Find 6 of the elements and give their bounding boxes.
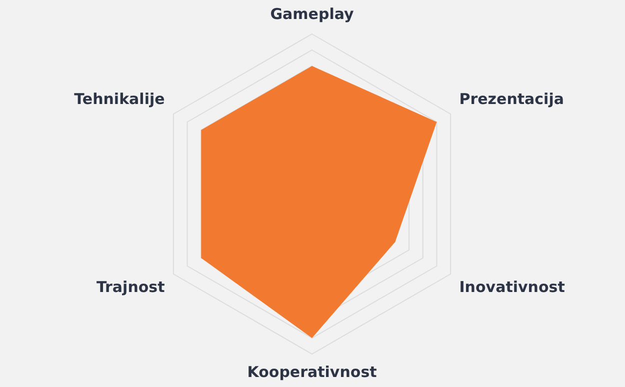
spoke-label: Inovativnost [459,278,565,296]
spoke-label: Kooperativnost [247,362,377,381]
spoke-label: Prezentacija [459,90,564,108]
spoke-label: Trajnost [96,278,165,296]
spoke-label: Gameplay [270,4,354,23]
spoke-label: Tehnikalije [74,90,165,108]
